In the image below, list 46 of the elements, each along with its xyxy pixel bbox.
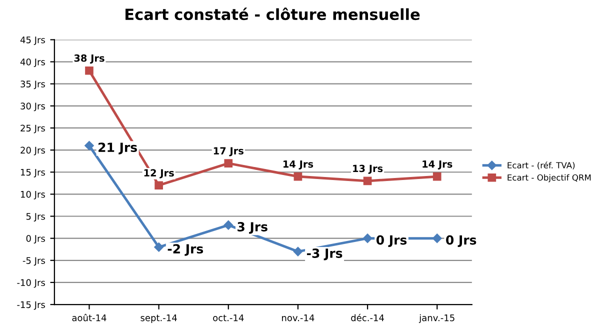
y-tick-label: -15 Jrs [17, 301, 45, 310]
y-tick-label: 15 Jrs [20, 168, 45, 178]
y-tick-label: 20 Jrs [20, 146, 45, 156]
point [224, 220, 234, 230]
point [432, 234, 442, 243]
point [84, 141, 94, 150]
y-tick-label: 5 Jrs [26, 213, 45, 222]
y-tick-label: 30 Jrs [20, 102, 45, 112]
data-label: 3 Jrs [238, 222, 268, 234]
data-label: -2 Jrs [168, 244, 204, 256]
data-label: 14 Jrs [284, 160, 314, 170]
point [154, 181, 163, 190]
point [432, 172, 442, 181]
chart-title: Ecart constaté - clôture mensuelle [126, 8, 420, 20]
data-label: 0 Jrs [376, 235, 407, 248]
point [293, 246, 303, 256]
data-label: 0 Jrs [446, 235, 476, 248]
legend-label: Ecart - Objectif QRM [508, 174, 591, 182]
x-tick-label: nov.-14 [282, 314, 314, 322]
data-label: 21 Jrs [98, 142, 137, 154]
point [362, 234, 372, 243]
point [154, 242, 164, 252]
data-label: 14 Jrs [422, 160, 452, 170]
data-label: 12 Jrs [144, 169, 174, 178]
data-label: -3 Jrs [306, 248, 342, 260]
point [85, 66, 94, 75]
y-tick-label: 40 Jrs [20, 58, 45, 68]
x-tick-label: oct.-14 [213, 314, 244, 322]
point [224, 159, 233, 168]
y-tick-label: 45 Jrs [20, 36, 45, 45]
x-tick-label: août-14 [72, 314, 106, 322]
y-tick-label: 10 Jrs [20, 190, 45, 200]
legend-label: Ecart - (réf. TVA) [508, 162, 575, 170]
point [294, 172, 302, 181]
y-tick-label: 0 Jrs [26, 235, 45, 244]
y-tick-label: -5 Jrs [22, 257, 45, 266]
x-tick-label: déc.-14 [351, 314, 384, 322]
data-label: 17 Jrs [214, 147, 244, 156]
data-label: 13 Jrs [353, 164, 383, 174]
y-tick-label: -10 Jrs [17, 279, 45, 288]
y-tick-label: 25 Jrs [20, 124, 45, 134]
x-tick-label: sept.-14 [140, 314, 177, 323]
y-tick-label: 35 Jrs [20, 80, 45, 90]
point [363, 176, 372, 186]
x-tick-label: janv.-15 [418, 314, 454, 323]
data-label: 38 Jrs [74, 54, 104, 64]
